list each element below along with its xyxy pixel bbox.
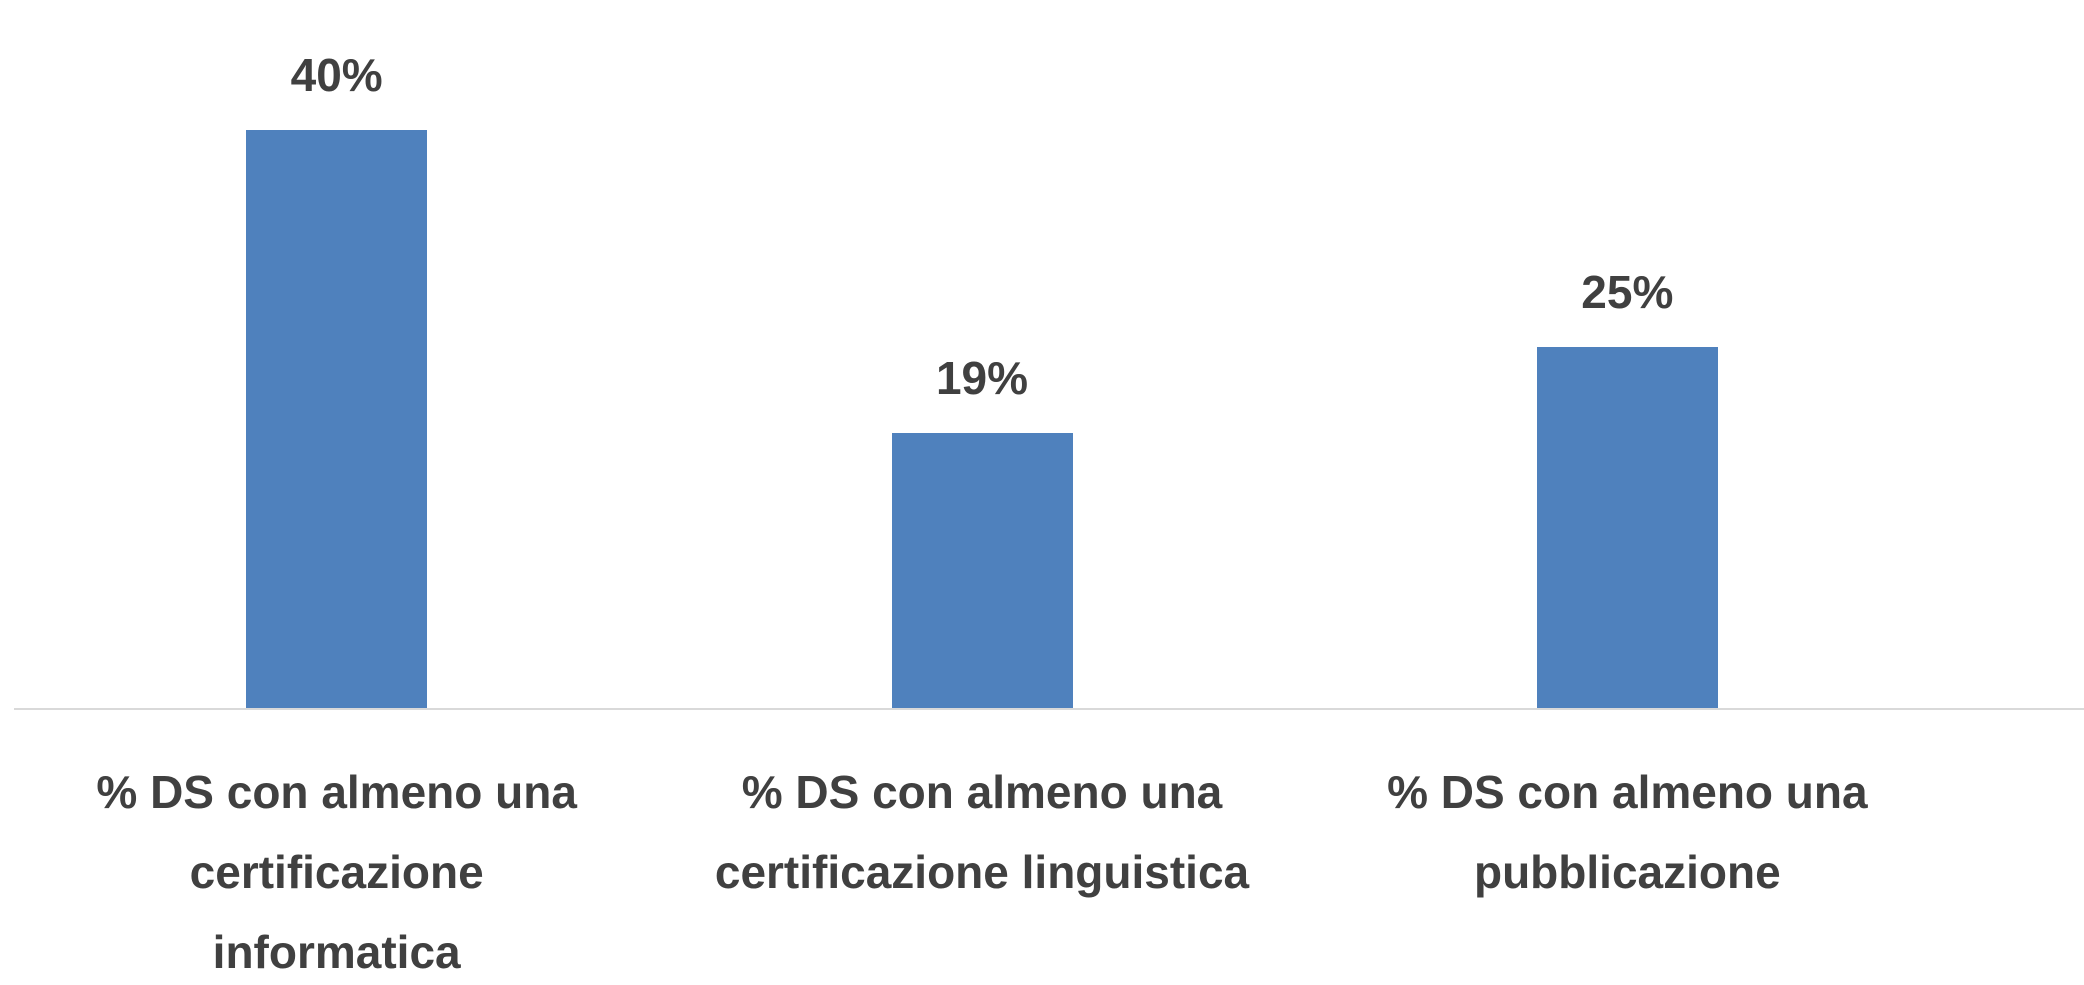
data-label: 25% <box>1581 265 1674 318</box>
bar <box>1536 346 1718 708</box>
x-tick-label: % DS con almeno una pubblicazione <box>1387 766 1868 898</box>
x-tick-label: % DS con almeno una certificazione lingu… <box>714 766 1250 898</box>
bar <box>891 433 1073 708</box>
bar <box>246 130 428 708</box>
data-label: 19% <box>935 352 1029 405</box>
x-tick-label: % DS con almeno una certificazione infor… <box>96 766 577 978</box>
data-label: 40% <box>290 49 383 101</box>
x-axis-line <box>14 708 2084 710</box>
